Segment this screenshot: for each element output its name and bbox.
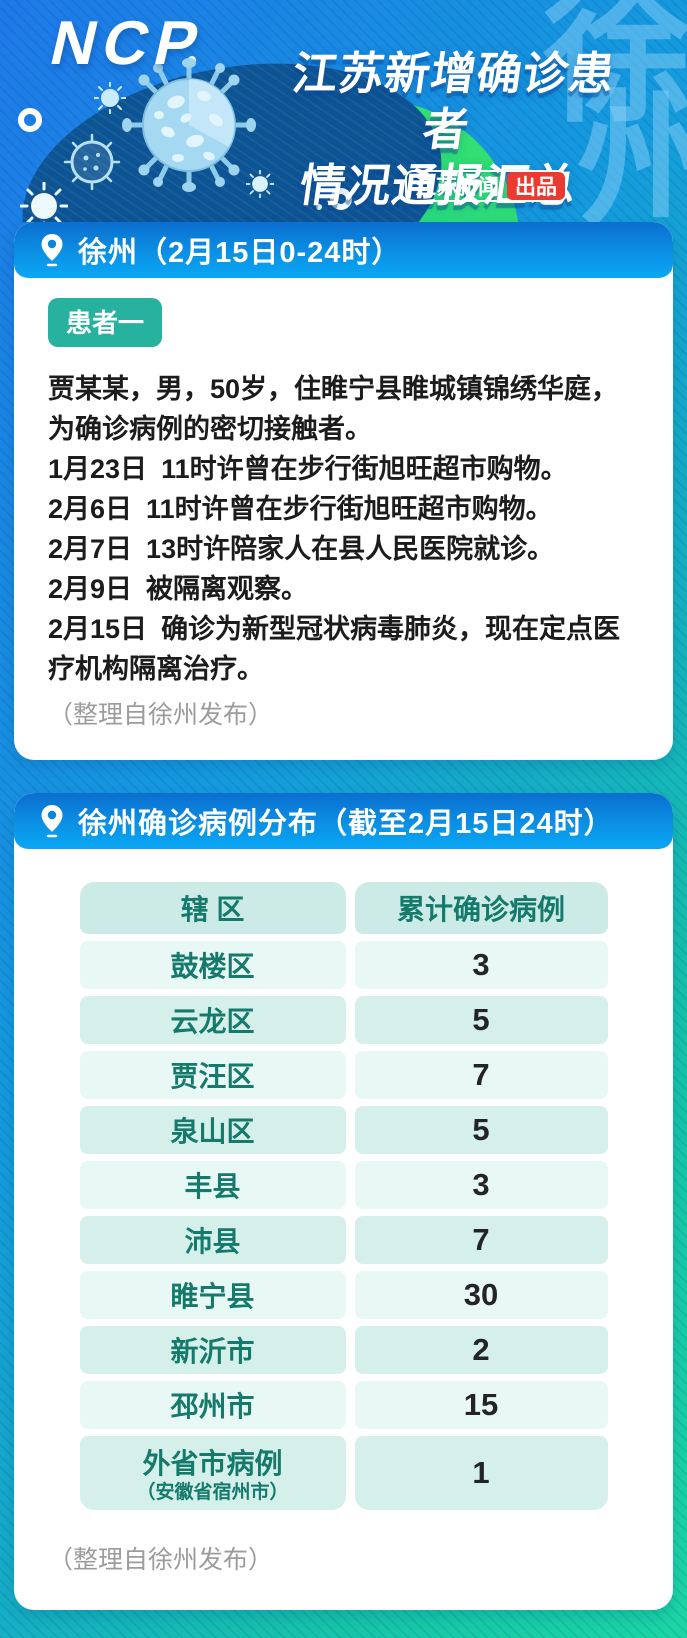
table-row-district: 沛县: [79, 1216, 346, 1264]
location-pin-icon: [41, 234, 63, 267]
table-row-district: 丰县: [79, 1161, 346, 1209]
table-row-district: 新沂市: [79, 1326, 346, 1374]
ring-icon: [330, 188, 352, 210]
table-row-count: 30: [354, 1271, 608, 1319]
publisher-label: 出品: [507, 172, 565, 200]
case-table: 辖 区 累计确诊病例 鼓楼区 3 云龙区 5 贾汪区 7 泉山区 5 丰县 3 …: [79, 882, 608, 1510]
source-note: （整理自徐州发布）: [48, 1546, 274, 1574]
timeline-date: 1月23日: [48, 454, 148, 484]
header-banner: 徐 州: [0, 0, 687, 222]
dot-decoration: [316, 204, 322, 210]
card2-header: 徐州确诊病例分布（截至2月15日24时）: [14, 793, 673, 849]
timeline-entry: 1月23日 11时许曾在步行街旭旺超市购物。: [48, 449, 639, 489]
table-row-count: 5: [354, 1106, 608, 1154]
table-row-district: 邳州市: [79, 1381, 346, 1429]
card1-header: 徐州（2月15日0-24时）: [14, 222, 673, 278]
virus-small-icon: [246, 170, 274, 198]
watermark-xu: 徐: [542, 0, 687, 139]
district-note: （安徽省宿州市）: [136, 1482, 289, 1503]
column-header-district: 辖 区: [79, 882, 346, 934]
table-row-count: 3: [354, 941, 608, 989]
card1-title: 徐州（2月15日0-24时）: [78, 237, 402, 269]
table-row-district: 贾汪区: [79, 1051, 346, 1099]
timeline-date: 2月15日: [48, 614, 148, 644]
column-header-count: 累计确诊病例: [354, 882, 608, 934]
patient-report-card: 徐州（2月15日0-24时） 患者一 贾某某，男，50岁，住睢宁县睢城镇锦绣华庭…: [14, 222, 673, 760]
timeline-entry: 2月9日 被隔离观察。: [48, 569, 639, 609]
table-row-count: 1: [354, 1436, 608, 1510]
timeline-entry: 2月15日 确诊为新型冠状病毒肺炎，现在定点医疗机构隔离治疗。: [48, 609, 639, 689]
table-row-count: 7: [354, 1216, 608, 1264]
timeline-text: 被隔离观察。: [146, 574, 309, 604]
timeline-text: 确诊为新型冠状病毒肺炎，现在定点医疗机构隔离治疗。: [48, 614, 621, 684]
ncp-logo: NCP: [44, 9, 212, 78]
timeline-text: 11时许曾在步行街旭旺超市购物。: [146, 494, 553, 524]
table-row-district: 泉山区: [79, 1106, 346, 1154]
table-row-count: 5: [354, 996, 608, 1044]
table-row-count: 3: [354, 1161, 608, 1209]
virus-small-icon: [94, 82, 126, 114]
ring-icon: [18, 108, 42, 132]
table-row-district: 鼓楼区: [79, 941, 346, 989]
district-name: 外省市病例: [142, 1448, 283, 1479]
table-row-count: 2: [354, 1326, 608, 1374]
patient-intro: 贾某某，男，50岁，住睢宁县睢城镇锦绣华庭，为确诊病例的密切接触者。: [48, 374, 619, 444]
timeline-text: 11时许曾在步行街旭旺超市购物。: [161, 454, 568, 484]
publisher-name: 江苏新闻: [415, 176, 499, 199]
table-row-count: 7: [354, 1051, 608, 1099]
virus-icon: [122, 58, 256, 192]
timeline-date: 2月7日: [48, 534, 133, 564]
watermark-zhou: 州: [576, 77, 687, 222]
table-row-district: 睢宁县: [79, 1271, 346, 1319]
timeline-date: 2月6日: [48, 494, 133, 524]
publisher-badge: 江苏新闻 出品: [405, 170, 567, 202]
table-row-district: 云龙区: [79, 996, 346, 1044]
page-title-line1: 江苏新增确诊患者: [289, 48, 619, 155]
case-distribution-card: 徐州确诊病例分布（截至2月15日24时） 辖 区 累计确诊病例 鼓楼区 3 云龙…: [14, 793, 673, 1610]
card2-title: 徐州确诊病例分布（截至2月15日24时）: [78, 808, 614, 840]
location-pin-icon: [41, 805, 63, 838]
timeline-text: 13时许陪家人在县人民医院就诊。: [146, 534, 555, 564]
virus-outline-icon: [63, 133, 121, 191]
timeline-date: 2月9日: [48, 574, 133, 604]
virus-small-icon: [20, 182, 68, 222]
timeline-entry: 2月7日 13时许陪家人在县人民医院就诊。: [48, 529, 639, 569]
table-row-count: 15: [354, 1381, 608, 1429]
patient-details: 贾某某，男，50岁，住睢宁县睢城镇锦绣华庭，为确诊病例的密切接触者。 1月23日…: [48, 369, 639, 689]
source-note: （整理自徐州发布）: [48, 701, 274, 729]
patient-badge: 患者一: [48, 298, 163, 347]
timeline-entry: 2月6日 11时许曾在步行街旭旺超市购物。: [48, 489, 639, 529]
table-row-district: 外省市病例 （安徽省宿州市）: [79, 1436, 346, 1510]
